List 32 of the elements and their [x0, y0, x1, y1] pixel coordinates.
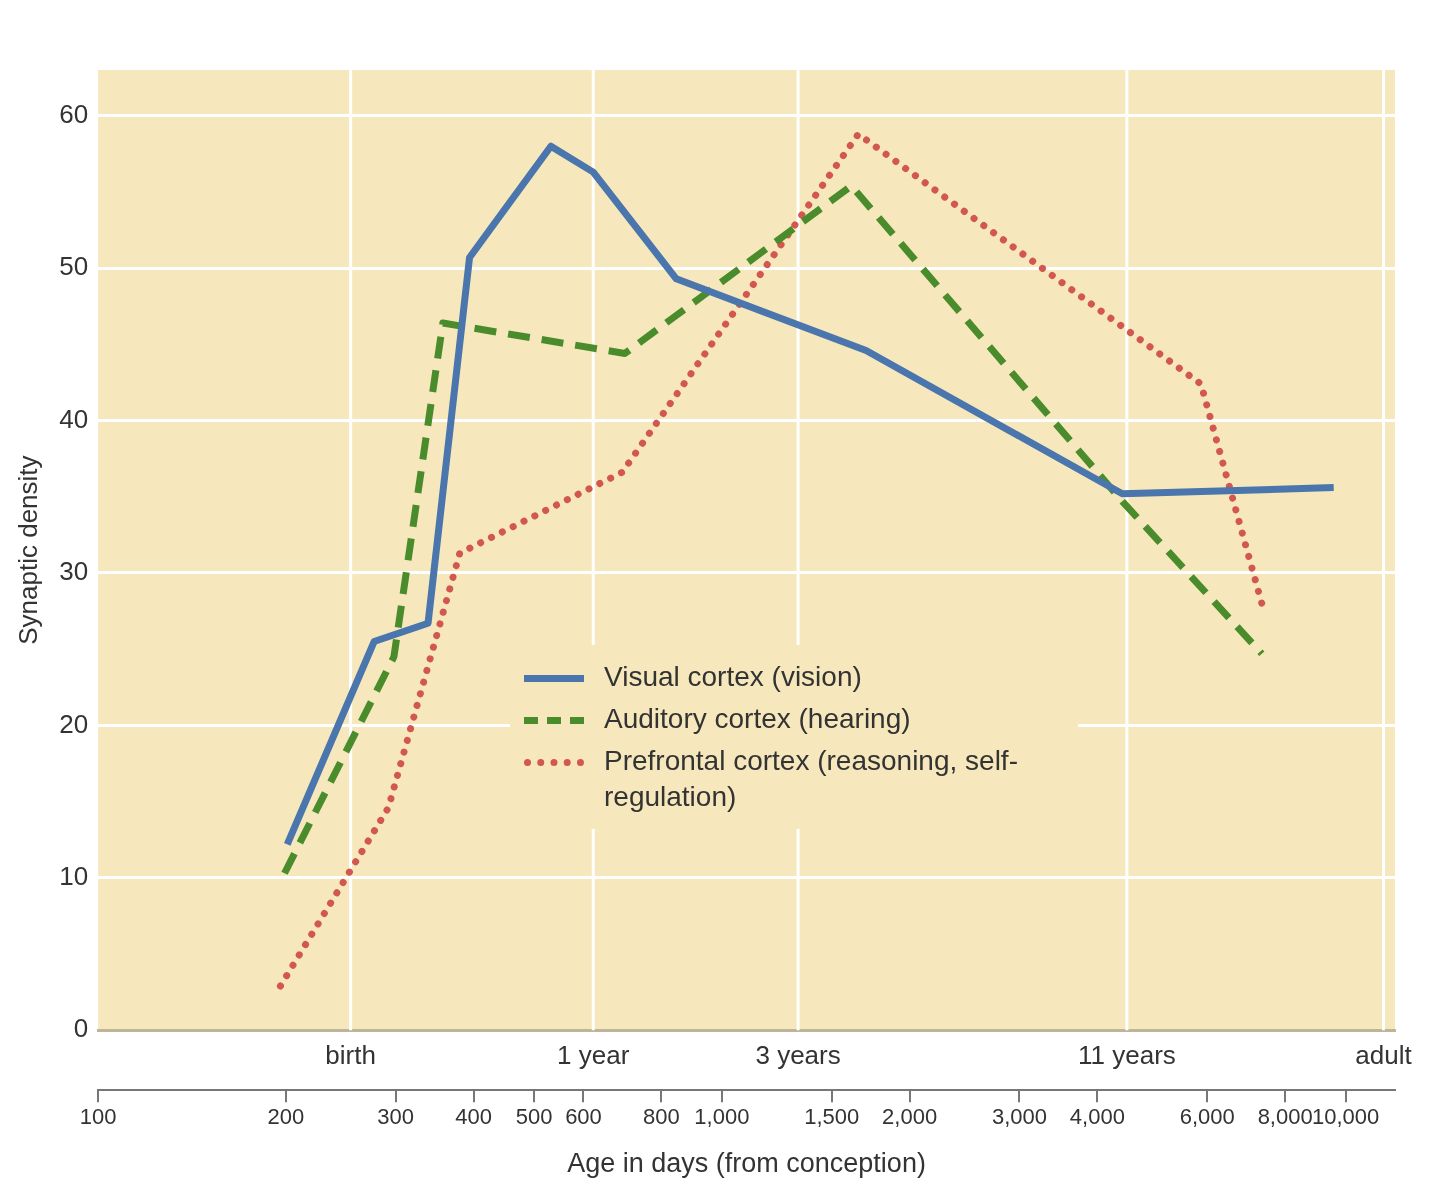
x-tick-label: 1,500: [804, 1104, 860, 1130]
x-tick-label: 4,000: [1069, 1104, 1125, 1130]
x-tick-label: 800: [643, 1104, 680, 1130]
x-tick-label: 6,000: [1179, 1104, 1235, 1130]
x-tick-label: 600: [565, 1104, 602, 1130]
x-tick-label: 8,000: [1257, 1104, 1313, 1130]
x-tick-label: 200: [267, 1104, 305, 1130]
x-axis-title: Age in days (from conception): [567, 1148, 926, 1179]
x-tick-label: 10,000: [1311, 1104, 1380, 1130]
x-tick-label: 100: [79, 1104, 117, 1130]
y-tick-label: 0: [73, 1013, 89, 1044]
y-tick-label: 30: [59, 556, 89, 587]
x-tick-label: 400: [455, 1104, 493, 1130]
x-tick-label: 300: [377, 1104, 415, 1130]
x-tick-label: 500: [515, 1104, 553, 1130]
legend-label: Prefrontal cortex (reasoning, self-regulation): [604, 744, 1019, 814]
y-tick-label: 20: [59, 708, 89, 739]
ref-line-label: 11 years: [1077, 1040, 1176, 1071]
x-tick-label: 3,000: [991, 1104, 1047, 1130]
ref-line-label: 1 year: [557, 1040, 630, 1071]
y-tick-label: 10: [59, 860, 89, 891]
ref-line-label: 3 years: [755, 1040, 841, 1071]
x-tick-label: 1,000: [694, 1104, 750, 1130]
ref-line-label: adult: [1355, 1040, 1413, 1071]
legend-label: Visual cortex (vision): [604, 660, 862, 694]
y-tick-label: 40: [59, 403, 89, 434]
y-axis-title: Synaptic density: [12, 455, 43, 645]
legend-label: Auditory cortex (hearing): [604, 702, 911, 736]
y-tick-label: 60: [59, 98, 89, 129]
x-tick-label: 2,000: [882, 1104, 938, 1130]
y-tick-label: 50: [59, 251, 89, 282]
ref-line-label: birth: [325, 1040, 376, 1071]
